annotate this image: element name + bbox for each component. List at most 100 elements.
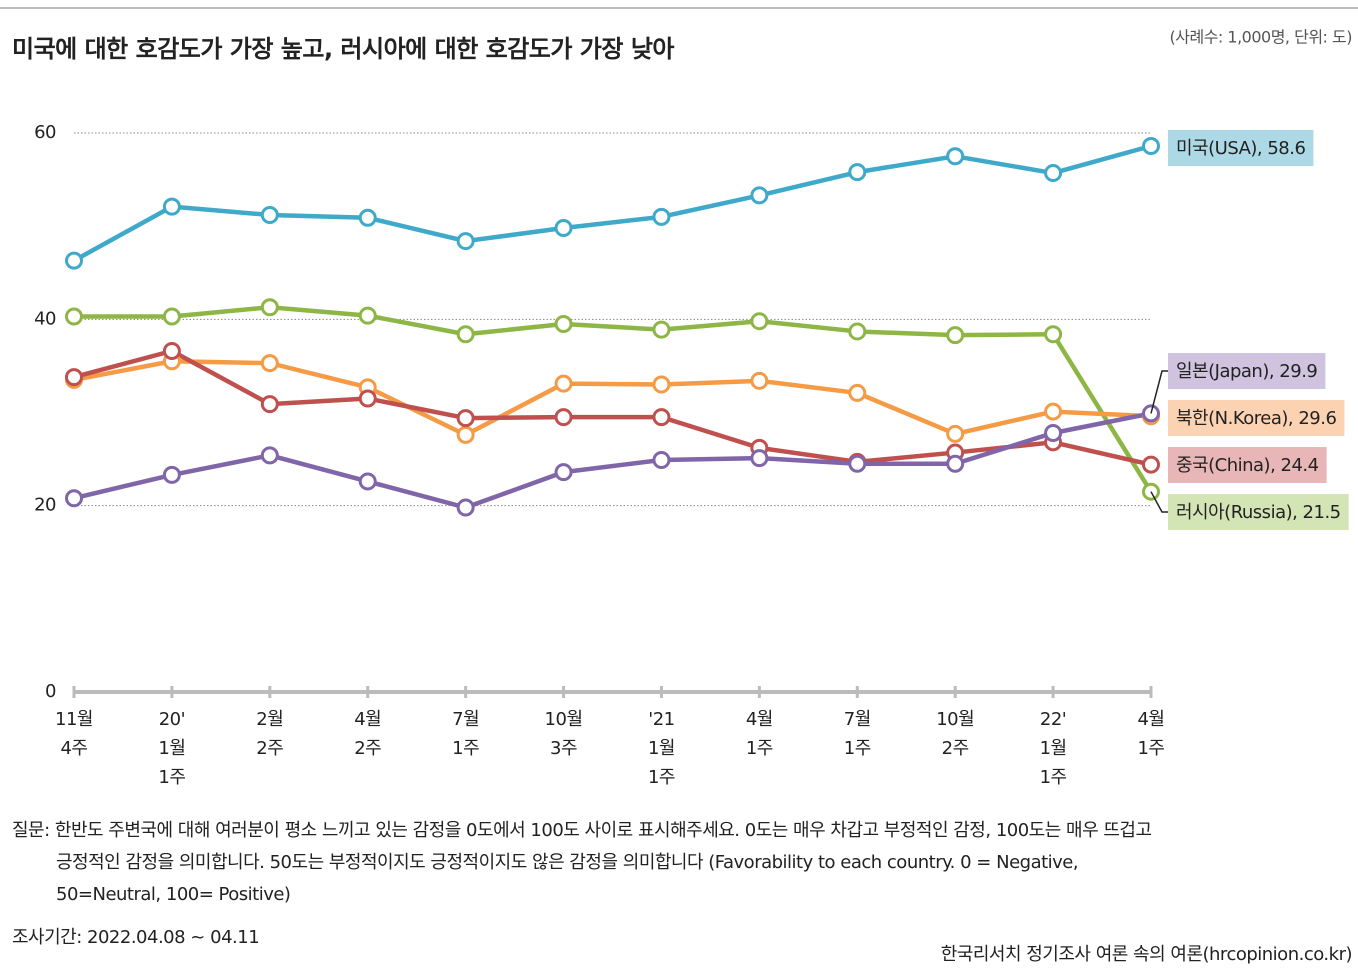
x-tick-label: 1월 [158, 738, 185, 759]
point [1044, 164, 1063, 183]
point [946, 147, 965, 166]
x-tick-label: 4월 [746, 709, 773, 730]
y-tick-label: 60 [34, 122, 56, 143]
series-line [73, 359, 1152, 438]
point [358, 306, 377, 325]
period: 조사기간: 2022.04.08 ~ 04.11 [12, 927, 259, 948]
point [358, 208, 377, 227]
x-tick-label: 2주 [942, 738, 969, 759]
subtitle: (사례수: 1,000명, 단위: 도) [1170, 28, 1352, 47]
chart-title: 미국에 대한 호감도가 가장 높고, 러시아에 대한 호감도가 가장 낮아 [12, 35, 674, 63]
point [456, 325, 475, 344]
point [358, 389, 377, 408]
point [554, 219, 573, 238]
series-line [74, 304, 1153, 493]
point [946, 424, 965, 443]
footnote: 긍정적인 감정을 의미합니다. 50도는 부정적이지도 긍정적이지도 않은 감정… [56, 852, 1078, 873]
point [1142, 455, 1160, 474]
point [750, 371, 769, 390]
point [456, 425, 475, 444]
x-tick-label: 1주 [746, 738, 773, 759]
point [554, 463, 573, 482]
y-tick-label: 40 [34, 308, 56, 329]
point [358, 472, 377, 491]
x-tick-label: 1월 [1040, 738, 1067, 759]
point [652, 408, 671, 427]
x-tick-label: 1주 [1040, 767, 1067, 788]
point [1044, 423, 1063, 442]
y-tick-label: 20 [34, 495, 56, 516]
point [750, 312, 769, 331]
footnote: 50=Neutral, 100= Positive) [56, 884, 290, 905]
value-label: 미국(USA), 58.6 [1176, 138, 1305, 159]
x-tick-label: 2주 [354, 738, 381, 759]
x-tick-label: 1주 [844, 738, 871, 759]
point [554, 374, 573, 393]
x-tick-label: 3주 [550, 738, 577, 759]
x-tick-label: 7월 [844, 709, 871, 730]
value-label-box [1168, 353, 1326, 389]
point [1044, 325, 1063, 344]
value-label-box [1168, 494, 1349, 530]
point [65, 489, 83, 508]
point [162, 342, 181, 361]
point [456, 498, 475, 517]
point [848, 454, 867, 473]
point [750, 449, 769, 468]
point [848, 383, 867, 402]
x-tick-label: 1주 [1137, 738, 1164, 759]
point [456, 232, 475, 251]
point [1044, 402, 1063, 421]
point [652, 375, 671, 394]
point [162, 197, 181, 216]
point [65, 368, 83, 387]
point [848, 163, 867, 182]
value-label: 일본(Japan), 29.9 [1176, 361, 1317, 382]
value-label-box [1168, 447, 1327, 483]
x-tick-label: 2주 [256, 738, 283, 759]
point [554, 314, 573, 333]
point [162, 307, 181, 326]
leader-line [1150, 370, 1168, 414]
value-label: 러시아(Russia), 21.5 [1176, 502, 1341, 523]
point [260, 446, 279, 465]
series-line [72, 143, 1152, 263]
value-label-box [1168, 130, 1314, 166]
x-tick-label: 2월 [256, 709, 283, 730]
point [554, 408, 573, 427]
footnote: 질문: 한반도 주변국에 대해 여러분이 평소 느끼고 있는 감정을 0도에서 … [12, 820, 1152, 841]
x-tick-label: 4월 [1137, 709, 1164, 730]
value-label: 중국(China), 24.4 [1176, 455, 1319, 476]
x-tick-label: 11월 [55, 709, 93, 730]
point [65, 307, 83, 326]
point [652, 207, 671, 226]
point [65, 251, 83, 270]
x-tick-label: 1주 [158, 767, 185, 788]
point [652, 451, 671, 470]
x-tick-label: 4주 [60, 738, 87, 759]
x-tick-label: 10월 [936, 709, 974, 730]
point [750, 186, 769, 205]
point [260, 298, 279, 317]
x-tick-label: 20' [159, 709, 185, 730]
y-tick-label: 0 [45, 681, 56, 702]
point [652, 320, 671, 339]
x-tick-label: 1주 [452, 738, 479, 759]
x-tick-label: 22' [1040, 709, 1066, 730]
point [456, 409, 475, 428]
value-label: 북한(N.Korea), 29.6 [1176, 408, 1336, 429]
leader-line [1150, 491, 1168, 513]
source: 한국리서치 정기조사 여론 속의 여론(hrcopinion.co.kr) [941, 944, 1352, 965]
x-tick-label: 10월 [545, 709, 583, 730]
series-line [73, 411, 1152, 510]
x-tick-label: 4월 [354, 709, 381, 730]
series-line [73, 348, 1152, 467]
point [946, 326, 965, 345]
x-tick-label: '21 [648, 709, 674, 730]
point [848, 322, 867, 341]
x-tick-label: 1월 [648, 738, 675, 759]
value-label-box [1168, 400, 1345, 436]
point [260, 395, 279, 414]
point [260, 205, 279, 224]
